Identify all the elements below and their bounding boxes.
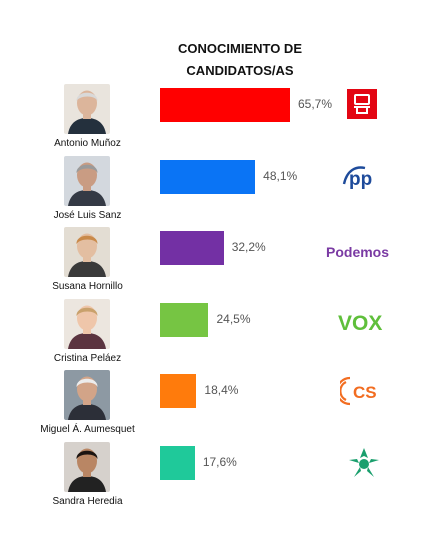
- psoe-logo: [344, 86, 380, 127]
- candidate-photo: [64, 370, 110, 420]
- chart-title-line-2: CANDIDATOS/AS: [186, 63, 294, 78]
- chart-row: Antonio Muñoz 65,7%: [0, 84, 430, 154]
- candidate-photo: [64, 155, 110, 206]
- bar: [160, 159, 256, 194]
- podemos-logo: Podemos: [326, 242, 398, 267]
- vox-logo-text: VOX: [338, 312, 382, 334]
- value-label: 32,2%: [231, 240, 266, 254]
- value-label: 65,7%: [298, 97, 333, 111]
- chart-row: José Luis Sanz 48,1% pp: [0, 155, 430, 226]
- chart-row: Sandra Heredia 17,6%: [0, 441, 430, 512]
- chart-row: Susana Hornillo 32,2% Podemos: [0, 227, 430, 297]
- bar: [160, 88, 290, 122]
- cs-logo: CS: [335, 374, 390, 413]
- chart-row: Cristina Peláez 24,5% VOX: [0, 298, 430, 369]
- vox-logo: VOX: [338, 310, 390, 339]
- pp-logo: pp: [338, 160, 394, 199]
- pp-logo-text: pp: [349, 169, 372, 190]
- candidate-photo: [64, 84, 110, 134]
- candidate-name: Miguel Á. Aumesquet: [40, 424, 135, 435]
- chart-row: Miguel Á. Aumesquet 18,4% CS: [0, 370, 430, 440]
- value-label: 48,1%: [263, 168, 298, 183]
- candidate-photo: [64, 441, 110, 492]
- candidate-photo: [64, 227, 110, 277]
- value-label: 18,4%: [204, 383, 239, 397]
- value-label: 24,5%: [216, 311, 251, 326]
- bar: [160, 231, 224, 265]
- candidate-name: José Luis Sanz: [53, 209, 122, 221]
- bar: [160, 302, 209, 337]
- bar: [160, 445, 195, 480]
- candidate-name: Antonio Muñoz: [54, 138, 121, 149]
- candidate-photo: [64, 298, 110, 349]
- podemos-logo-text: Podemos: [326, 244, 389, 260]
- andalucia-logo: [347, 446, 381, 485]
- value-label: 17,6%: [202, 454, 237, 469]
- candidate-name: Susana Hornillo: [52, 281, 123, 292]
- chart-title-line-1: CONOCIMIENTO DE: [178, 41, 302, 56]
- candidate-name: Sandra Heredia: [52, 495, 123, 507]
- chart-title: CONOCIMIENTO DE CANDIDATOS/AS: [140, 38, 340, 82]
- bar: [160, 374, 197, 408]
- cs-logo-text: CS: [353, 383, 377, 402]
- candidate-name: Cristina Peláez: [53, 352, 122, 364]
